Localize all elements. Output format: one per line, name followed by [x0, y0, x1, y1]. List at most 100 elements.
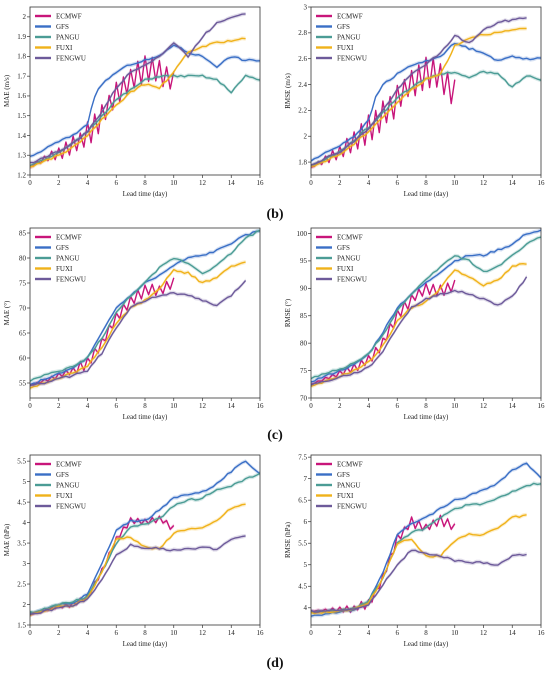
- x-axis-label: Lead time (day): [123, 640, 168, 648]
- y-tick-label: 4.5: [298, 583, 307, 591]
- chart-wind-rmse: 0 2 4 6 8 10 12 14 16 1.8 2 2.2 2.4 2.6 2.8 3 Lead time …: [284, 3, 545, 198]
- x-tick-label: 4: [367, 402, 371, 410]
- y-axis-label: MAE (°): [3, 300, 11, 325]
- x-tick-label: 4: [86, 179, 90, 187]
- y-tick-label: 1.9: [17, 33, 26, 41]
- x-tick-label: 4: [86, 629, 90, 637]
- legend-label-fuxi: FUXI: [337, 492, 354, 500]
- plot-frame: [29, 454, 261, 626]
- confidence-band-fuxi: [30, 36, 246, 170]
- x-tick-label: 16: [257, 629, 265, 637]
- y-tick-label: 1.2: [17, 171, 26, 179]
- legend-label-pangu: PANGU: [337, 34, 360, 42]
- x-tick-label: 2: [57, 179, 61, 187]
- series-line-fengwu: [311, 17, 527, 166]
- x-tick-label: 6: [396, 629, 400, 637]
- y-tick-label: 55: [19, 379, 27, 387]
- legend-label-pangu: PANGU: [56, 482, 79, 490]
- legend-label-gfs: GFS: [56, 244, 69, 252]
- confidence-band-fuxi: [30, 260, 246, 391]
- x-axis-label: Lead time (day): [404, 640, 449, 648]
- x-tick-label: 0: [309, 402, 313, 410]
- x-tick-label: 0: [28, 629, 32, 637]
- series-line-fengwu: [30, 280, 247, 386]
- legend-label-pangu: PANGU: [337, 255, 360, 263]
- x-tick-label: 4: [367, 629, 371, 637]
- y-tick-label: 2: [304, 133, 308, 141]
- y-tick-label: 70: [300, 394, 308, 402]
- panel-label-c: (c): [267, 428, 283, 443]
- x-axis-label: Lead time (day): [404, 413, 449, 421]
- y-tick-label: 4: [23, 519, 27, 527]
- x-tick-label: 6: [115, 629, 119, 637]
- series-line-gfs: [30, 44, 260, 157]
- series-line-pangu: [311, 236, 541, 380]
- x-tick-label: 14: [509, 402, 517, 410]
- series-line-pangu: [30, 472, 260, 614]
- y-tick-label: 70: [19, 304, 27, 312]
- x-axis-label: Lead time (day): [404, 190, 449, 198]
- x-tick-label: 16: [257, 179, 265, 187]
- legend-label-fengwu: FENGWU: [56, 503, 86, 511]
- x-tick-label: 8: [424, 179, 428, 187]
- y-tick-label: 80: [19, 254, 27, 262]
- y-tick-label: 2.2: [298, 107, 307, 115]
- y-tick-label: 1.7: [17, 72, 26, 80]
- legend-label-fengwu: FENGWU: [56, 276, 86, 284]
- confidence-band-ecmwf: [311, 513, 455, 615]
- x-tick-label: 0: [309, 179, 313, 187]
- legend: ECMWF GFS PANGU FUXI FENGWU: [35, 13, 86, 63]
- y-tick-label: 1.8: [17, 53, 26, 61]
- y-tick-label: 5.5: [298, 540, 307, 548]
- y-tick-label: 6: [304, 518, 308, 526]
- legend-label-fengwu: FENGWU: [337, 503, 367, 511]
- series-line-fengwu: [30, 535, 246, 616]
- series-line-pangu: [30, 229, 260, 382]
- legend-label-fuxi: FUXI: [56, 265, 73, 273]
- series-line-gfs: [311, 229, 541, 383]
- y-tick-label: 65: [19, 329, 27, 337]
- x-tick-label: 14: [228, 629, 236, 637]
- x-tick-label: 16: [538, 402, 546, 410]
- legend: ECMWF GFS PANGU FUXI FENGWU: [316, 13, 367, 63]
- y-tick-label: 85: [19, 229, 27, 237]
- x-tick-label: 10: [170, 402, 178, 410]
- y-tick-label: 2: [23, 13, 27, 21]
- legend-label-gfs: GFS: [56, 23, 69, 31]
- y-axis-label: RMSE (m/s): [284, 73, 292, 109]
- x-tick-label: 0: [28, 402, 32, 410]
- y-tick-label: 1.8: [298, 158, 307, 166]
- legend-label-fuxi: FUXI: [56, 492, 73, 500]
- y-axis-label: RMSE (°): [284, 298, 292, 327]
- x-tick-label: 8: [143, 629, 147, 637]
- legend-label-fuxi: FUXI: [56, 44, 73, 52]
- legend-label-fengwu: FENGWU: [56, 55, 86, 63]
- confidence-band-gfs: [30, 228, 260, 387]
- series-line-fengwu: [311, 549, 527, 613]
- x-tick-label: 4: [367, 179, 371, 187]
- legend: ECMWF GFS PANGU FUXI FENGWU: [35, 461, 86, 511]
- legend-label-pangu: PANGU: [337, 482, 360, 490]
- x-tick-label: 0: [309, 629, 313, 637]
- y-tick-label: 5: [304, 561, 308, 569]
- x-tick-label: 8: [143, 179, 147, 187]
- legend-label-fengwu: FENGWU: [337, 55, 367, 63]
- y-tick-label: 7: [304, 475, 308, 483]
- x-tick-label: 10: [170, 179, 178, 187]
- y-axis-label: RMSE (hPa): [284, 521, 292, 558]
- legend-label-ecmwf: ECMWF: [337, 234, 363, 242]
- series-line-ecmwf: [311, 279, 456, 385]
- y-tick-label: 1.5: [17, 112, 26, 120]
- series-line-gfs: [30, 460, 260, 614]
- x-tick-label: 12: [480, 402, 488, 410]
- legend: ECMWF GFS PANGU FUXI FENGWU: [316, 461, 367, 511]
- legend: ECMWF GFS PANGU FUXI FENGWU: [35, 234, 86, 284]
- legend-label-gfs: GFS: [56, 471, 69, 479]
- y-tick-label: 3: [304, 3, 308, 11]
- x-tick-label: 0: [28, 179, 32, 187]
- x-tick-label: 2: [338, 179, 342, 187]
- y-tick-label: 1.4: [17, 132, 26, 140]
- legend-label-fuxi: FUXI: [337, 44, 354, 52]
- x-tick-label: 6: [115, 402, 119, 410]
